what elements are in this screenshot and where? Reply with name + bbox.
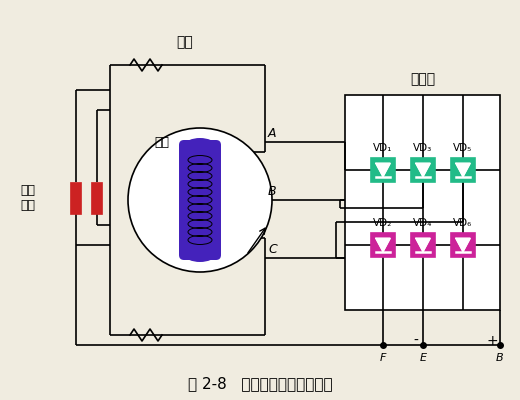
Text: E: E xyxy=(420,353,426,363)
Text: 图 2-8   交流发电机工作原理图: 图 2-8 交流发电机工作原理图 xyxy=(188,376,332,392)
Text: VD₅: VD₅ xyxy=(453,143,473,153)
Text: +: + xyxy=(486,334,498,348)
Bar xyxy=(91,182,102,214)
Text: VD₂: VD₂ xyxy=(373,218,393,228)
Bar xyxy=(451,158,475,182)
Text: VD₄: VD₄ xyxy=(413,218,433,228)
Text: 定子: 定子 xyxy=(177,35,193,49)
Text: 滑环
电刷: 滑环 电刷 xyxy=(20,184,35,212)
Ellipse shape xyxy=(185,138,215,152)
Text: -: - xyxy=(413,334,419,348)
Polygon shape xyxy=(376,238,390,252)
Bar xyxy=(411,233,435,257)
Text: B: B xyxy=(496,353,504,363)
Bar xyxy=(371,233,395,257)
Text: F: F xyxy=(380,353,386,363)
Bar xyxy=(411,158,435,182)
Polygon shape xyxy=(456,163,470,177)
Polygon shape xyxy=(376,163,390,177)
Text: A: A xyxy=(268,127,277,140)
Text: C: C xyxy=(268,243,277,256)
FancyBboxPatch shape xyxy=(179,140,221,260)
Text: VD₁: VD₁ xyxy=(373,143,393,153)
Bar xyxy=(345,95,500,310)
Bar xyxy=(451,233,475,257)
Polygon shape xyxy=(456,238,470,252)
Ellipse shape xyxy=(185,248,215,262)
Text: VD₆: VD₆ xyxy=(453,218,473,228)
Polygon shape xyxy=(416,238,430,252)
Circle shape xyxy=(128,128,272,272)
Bar xyxy=(371,158,395,182)
Text: B: B xyxy=(268,185,277,198)
Bar xyxy=(70,182,81,214)
Polygon shape xyxy=(416,163,430,177)
Text: VD₃: VD₃ xyxy=(413,143,433,153)
Text: 转子: 转子 xyxy=(154,136,170,148)
Text: 整流器: 整流器 xyxy=(410,72,435,86)
